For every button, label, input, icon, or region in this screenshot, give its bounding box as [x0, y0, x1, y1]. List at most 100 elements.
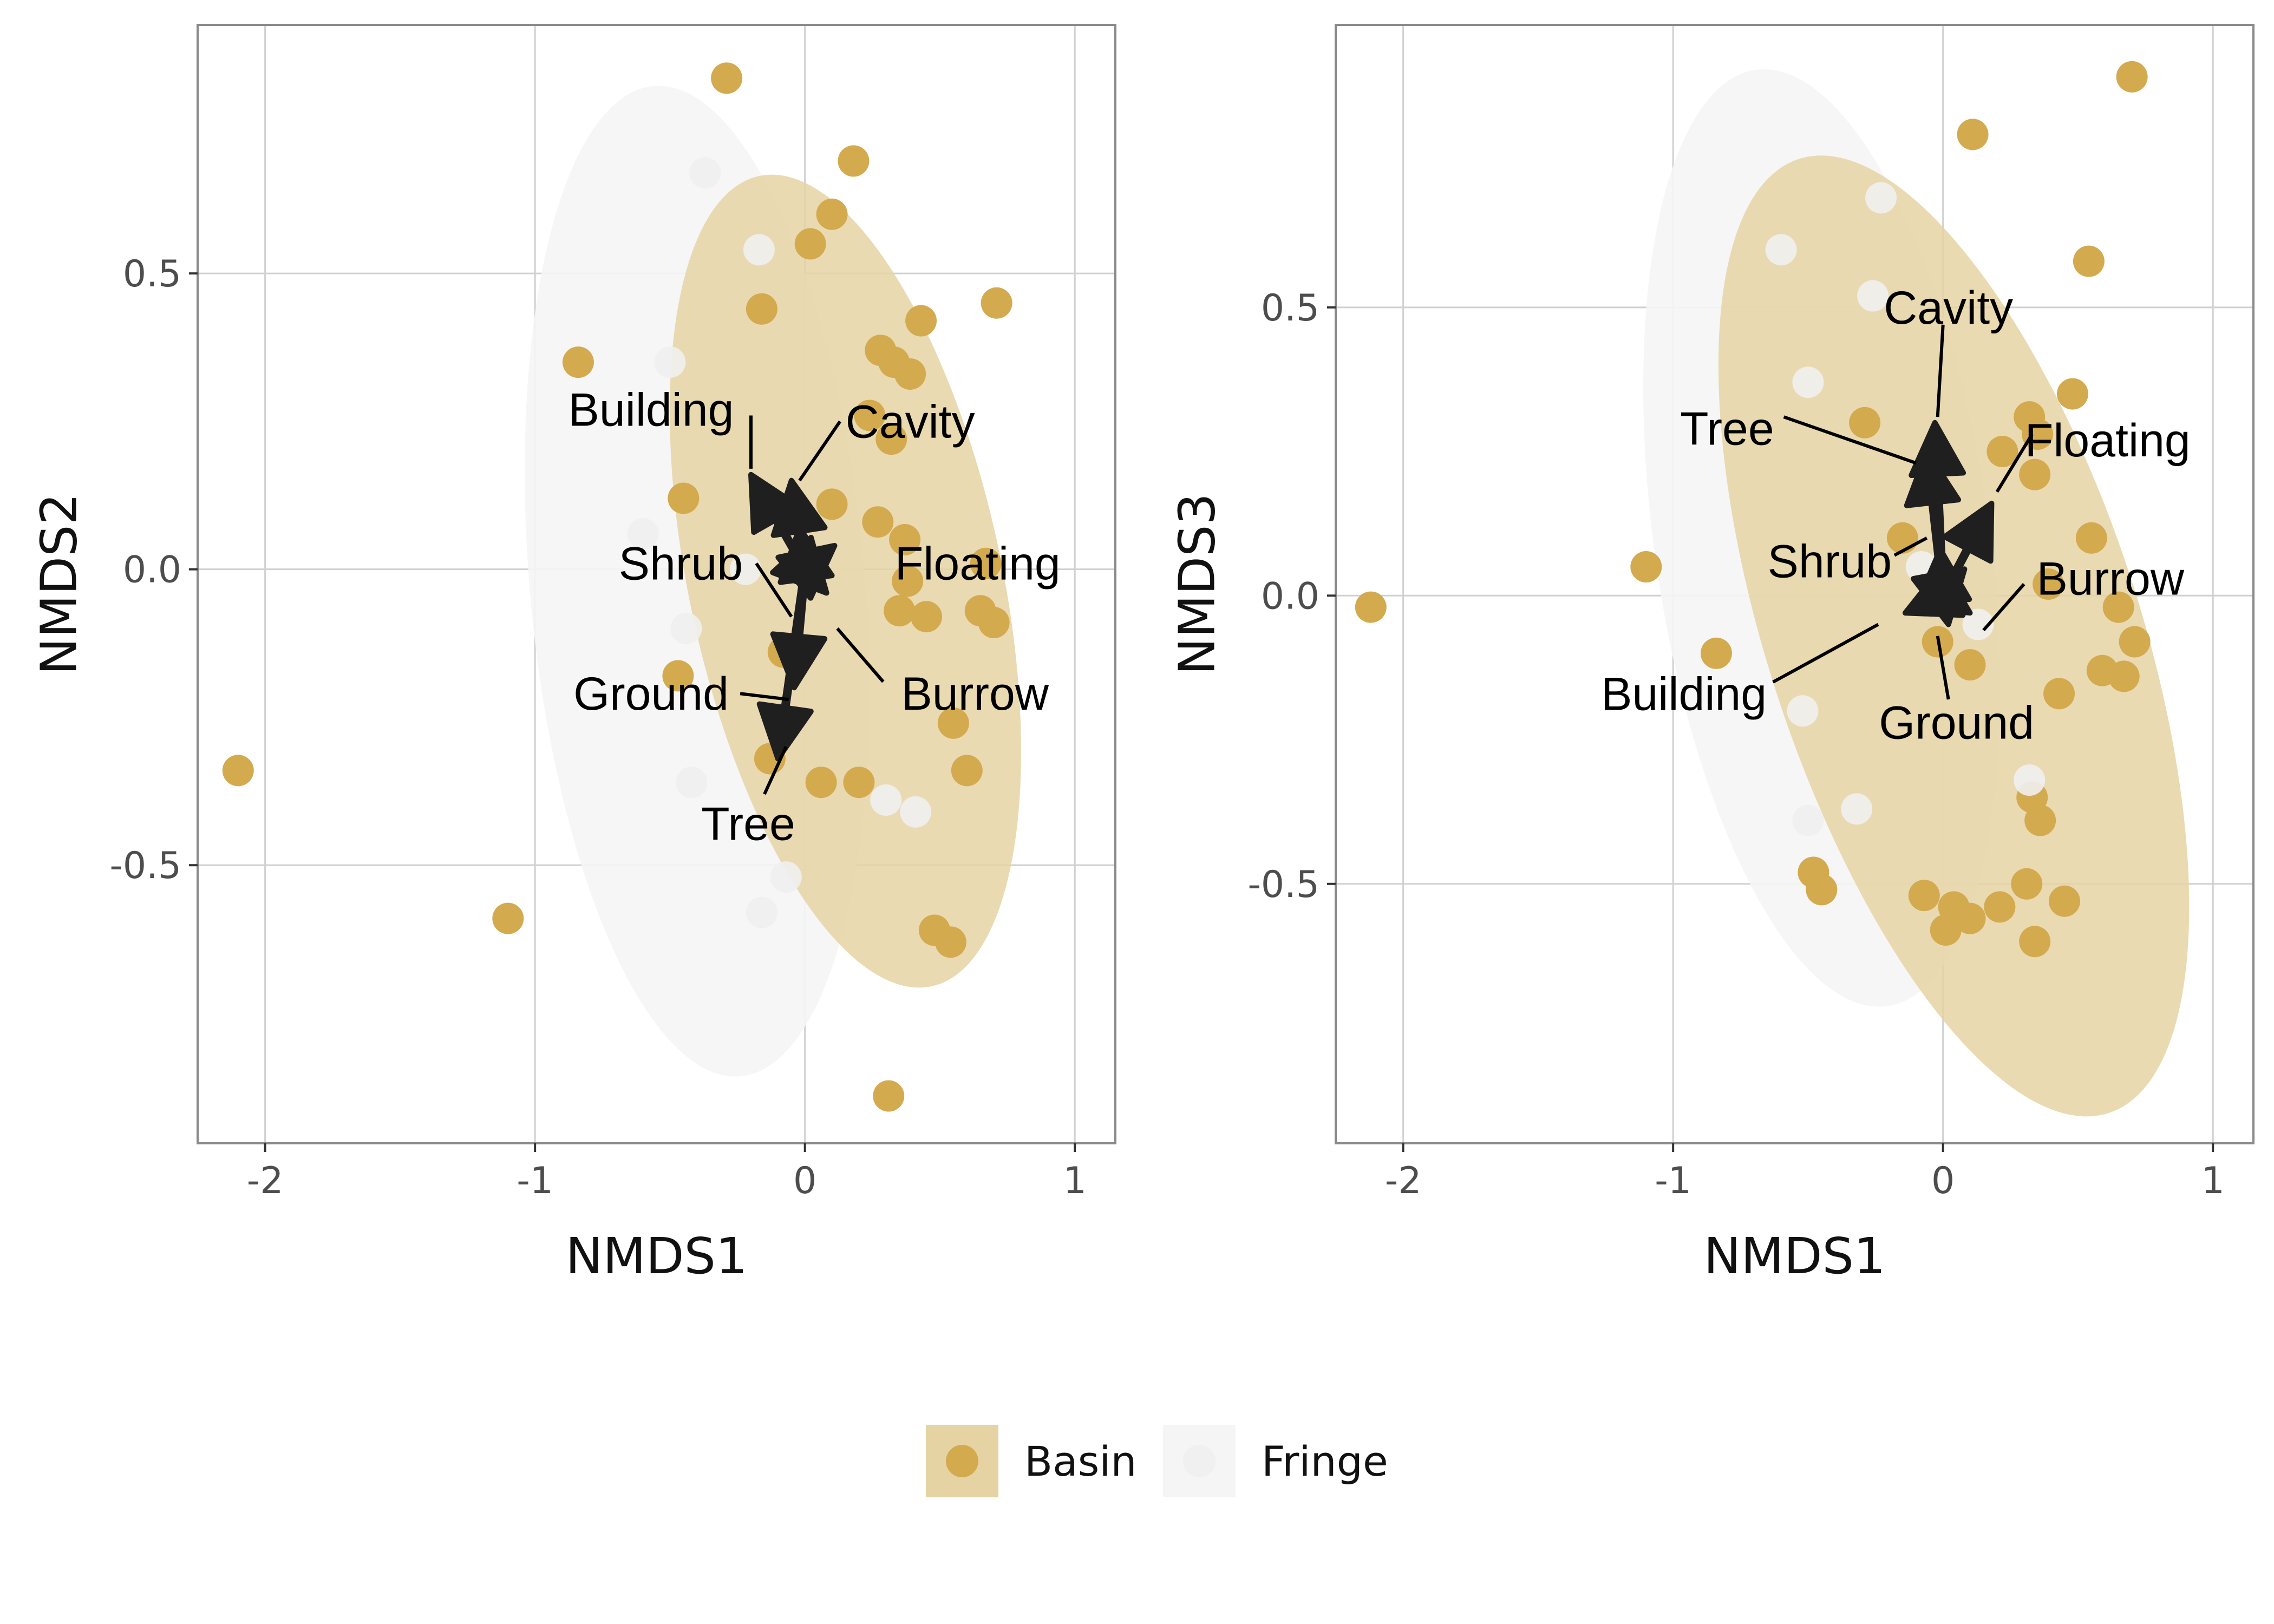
ellipse-basin: [669, 174, 1021, 988]
legend-dot-fringe: [1183, 1445, 1216, 1477]
ordination-panel-nmds1-nmds2: Building Cavity Shrub Floating Burrow Ground T…: [30, 24, 1116, 1285]
point-basin: [2043, 678, 2075, 710]
point-basin: [562, 346, 594, 378]
point-basin: [1954, 902, 1986, 934]
y-tick-label: 0.5: [1261, 287, 1319, 330]
point-basin: [981, 287, 1012, 319]
point-basin: [838, 145, 870, 177]
point-basin: [2022, 418, 2054, 450]
y-tick-label: 0.5: [123, 253, 181, 296]
point-fringe: [1865, 182, 1897, 214]
point-fringe: [1857, 280, 1889, 312]
y-axis-title: NMDS2: [30, 493, 88, 675]
point-basin: [2033, 568, 2064, 600]
vector-label-ground: Ground: [1879, 697, 2034, 749]
site-points: [1355, 61, 2151, 958]
trait-vectors: [748, 472, 838, 762]
point-basin: [937, 707, 969, 739]
point-basin: [970, 547, 1002, 579]
group-ellipses: [1643, 69, 2190, 1117]
point-basin: [1355, 591, 1387, 623]
leader-line: [1893, 536, 1928, 557]
ellipse-basin: [1718, 155, 2190, 1117]
point-basin: [492, 902, 524, 934]
point-fringe: [1841, 793, 1873, 825]
x-tick-label: -1: [1655, 1160, 1691, 1202]
point-basin: [1908, 880, 1940, 912]
vector-labels: Building Cavity Shrub Floating Burrow Ground T…: [568, 384, 1061, 850]
site-points: [222, 62, 1012, 1112]
leader-line: [763, 746, 788, 795]
point-basin: [668, 482, 700, 514]
label-leader-lines: [1772, 324, 2034, 700]
point-fringe: [676, 767, 708, 798]
legend-label-fringe: Fringe: [1262, 1437, 1388, 1485]
leader-line: [1936, 636, 1950, 700]
point-basin: [662, 660, 694, 692]
point-basin: [2108, 660, 2140, 692]
point-basin: [905, 305, 937, 337]
point-basin: [892, 565, 924, 597]
point-basin: [222, 755, 254, 787]
legend-entry-basin: Basin: [926, 1425, 1137, 1497]
x-axis-title: NMDS1: [1704, 1227, 1886, 1285]
point-basin: [1849, 407, 1881, 438]
leader-line: [798, 420, 841, 482]
point-fringe: [2014, 764, 2046, 796]
leader-line: [1772, 623, 1879, 684]
point-basin: [1630, 551, 1662, 583]
leader-line: [1783, 415, 1917, 465]
point-basin: [935, 926, 966, 958]
leader-line: [836, 627, 885, 683]
point-basin: [854, 400, 886, 431]
point-basin: [2073, 245, 2105, 277]
point-fringe: [627, 518, 659, 550]
vector-tree: [756, 565, 814, 762]
point-fringe: [1792, 366, 1824, 398]
point-fringe: [743, 234, 775, 266]
x-tick-label: -1: [517, 1160, 553, 1202]
vector-labels: Cavity Tree Floating Shrub Burrow Building Gro…: [1601, 282, 2191, 749]
point-basin: [889, 524, 921, 556]
point-basin: [1984, 891, 2016, 923]
leader-line: [740, 692, 789, 702]
point-basin: [862, 506, 894, 538]
point-fringe: [770, 861, 802, 893]
point-fringe: [746, 896, 777, 928]
point-basin: [2119, 626, 2151, 658]
point-fringe: [870, 784, 902, 816]
point-basin: [884, 595, 916, 627]
point-basin: [816, 198, 848, 230]
point-basin: [794, 228, 826, 260]
point-basin: [1987, 436, 2018, 468]
point-fringe: [1792, 804, 1824, 836]
vector-label-tree: Tree: [701, 798, 795, 850]
x-tick-label: 0: [793, 1160, 816, 1202]
vector-label-cavity: Cavity: [1884, 282, 2013, 334]
vector-label-shrub: Shrub: [619, 538, 743, 590]
point-fringe: [654, 346, 686, 378]
leader-line: [755, 562, 793, 618]
x-tick-label: 0: [1931, 1160, 1955, 1202]
point-basin: [911, 601, 943, 633]
label-leader-lines: [740, 415, 885, 795]
x-axis-title: NMDS1: [566, 1227, 748, 1285]
leader-line: [1995, 433, 2034, 493]
point-basin: [1930, 914, 1962, 946]
point-basin: [1957, 119, 1989, 150]
point-basin: [2024, 804, 2056, 836]
vector-label-floating: Floating: [895, 538, 1061, 590]
x-axis-ticks: -2 -1 0 1: [1385, 1143, 2225, 1202]
y-axis-title: NMDS3: [1168, 493, 1226, 675]
point-fringe: [730, 553, 762, 585]
leader-line: [1982, 583, 2025, 632]
point-fringe: [689, 157, 721, 189]
point-basin: [2019, 459, 2051, 490]
x-tick-label: 1: [2201, 1160, 2225, 1202]
y-axis-ticks: -0.5 0.0 0.5: [1247, 287, 1336, 906]
y-tick-label: -0.5: [109, 844, 181, 887]
point-fringe: [1962, 608, 1994, 640]
vector-label-building: Building: [568, 384, 734, 436]
vector-label-burrow: Burrow: [901, 668, 1049, 720]
point-basin: [2049, 885, 2081, 917]
